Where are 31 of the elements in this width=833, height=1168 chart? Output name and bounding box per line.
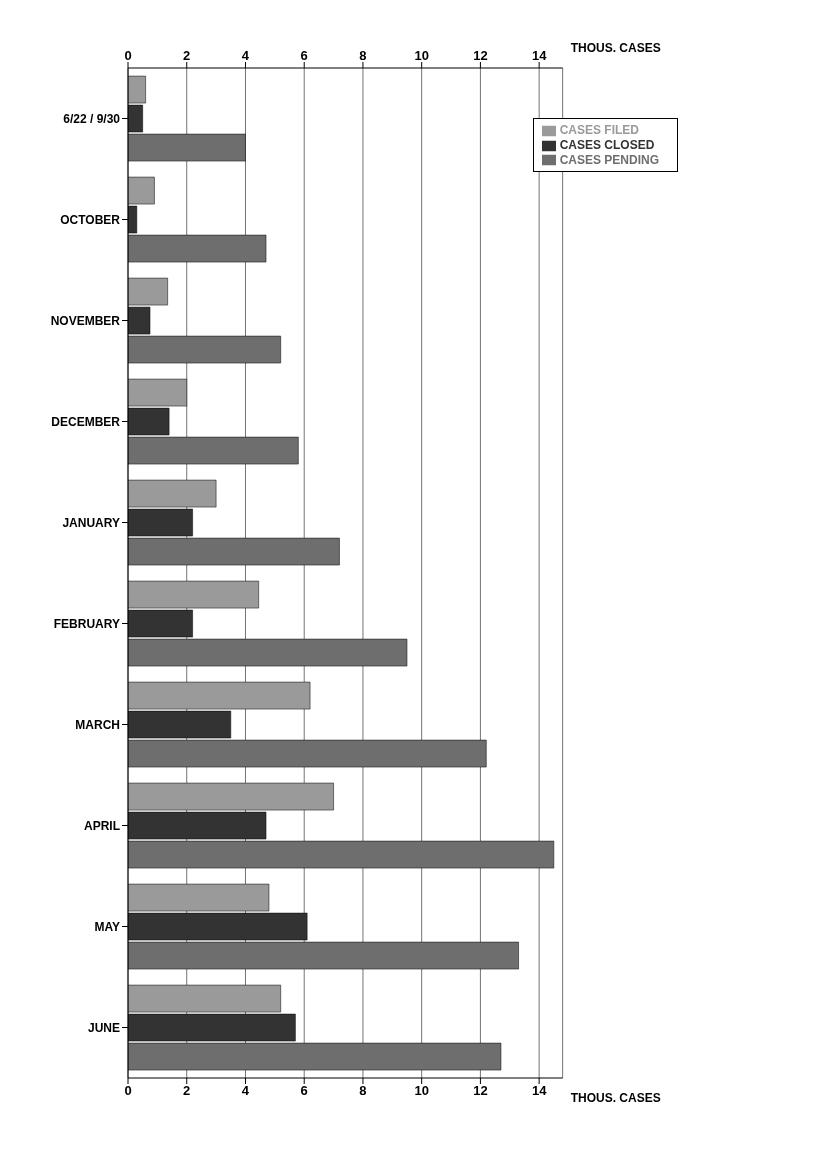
y-tick-label: FEBRUARY bbox=[53, 616, 120, 631]
y-tick-label: MAY bbox=[94, 919, 120, 934]
y-tick-label: MARCH bbox=[75, 717, 120, 732]
y-tick-label: OCTOBER bbox=[60, 212, 121, 227]
x-tick-label: 8 bbox=[359, 48, 367, 63]
y-tick-label: NOVEMBER bbox=[50, 313, 121, 328]
y-tick-label: JUNE bbox=[87, 1020, 120, 1035]
legend-label: CASES FILED bbox=[559, 123, 639, 137]
x2-tick-label: 14 bbox=[531, 1083, 548, 1099]
x2-tick-label: 4 bbox=[241, 1083, 250, 1099]
x2-tick-label: 0 bbox=[124, 1083, 132, 1099]
x-axis-title: THOUS. CASES bbox=[570, 1091, 661, 1106]
x-tick-label: 14 bbox=[531, 48, 548, 63]
x-tick-label: 2 bbox=[183, 48, 191, 63]
x-tick-label: 6 bbox=[300, 48, 308, 63]
x2-axis-title: THOUS. CASES bbox=[570, 41, 661, 56]
y-tick-label: APRIL bbox=[84, 818, 120, 833]
x2-tick-label: 12 bbox=[473, 1083, 488, 1099]
x2-tick-label: 6 bbox=[300, 1083, 308, 1099]
x2-tick-label: 2 bbox=[183, 1083, 191, 1099]
x2-tick-label: 8 bbox=[359, 1083, 367, 1099]
x-tick-label: 12 bbox=[473, 48, 488, 63]
x-tick-label: 4 bbox=[241, 48, 250, 63]
y-tick-label: DECEMBER bbox=[51, 414, 121, 429]
x2-tick-label: 10 bbox=[414, 1083, 429, 1099]
legend-label: CASES CLOSED bbox=[559, 137, 655, 152]
y-tick-label: JANUARY bbox=[62, 515, 120, 530]
x-tick-label: 0 bbox=[124, 48, 132, 63]
y-tick-label: 6/22 / 9/30 bbox=[63, 111, 121, 126]
x-tick-label: 10 bbox=[414, 48, 429, 63]
legend-label: CASES PENDING bbox=[559, 152, 659, 167]
